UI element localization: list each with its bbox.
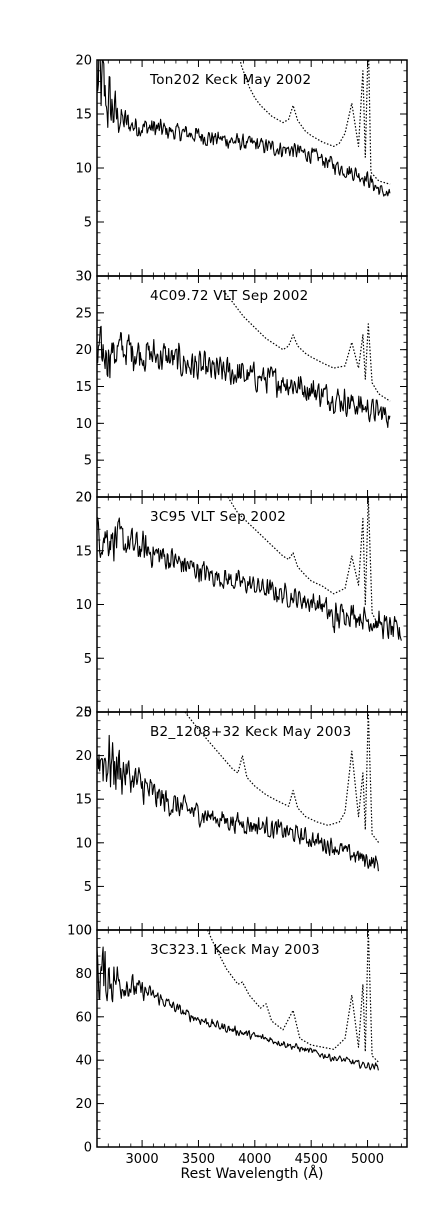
y-tick-label: 10 bbox=[75, 162, 92, 177]
y-tick-label: 5 bbox=[84, 652, 92, 667]
x-tick-label: 4500 bbox=[295, 1152, 328, 1167]
spectrum-line bbox=[97, 517, 402, 641]
y-tick-label: 0 bbox=[84, 1141, 92, 1156]
panel-3: 0 5 10 15 20 3C95 VLT Sep 2002 bbox=[75, 491, 408, 721]
plot-area bbox=[97, 712, 380, 872]
y-tick-label: 15 bbox=[75, 108, 92, 123]
y-tick-label: 20 bbox=[75, 343, 92, 358]
x-axis-label: Rest Wavelength (Å) bbox=[181, 1165, 324, 1182]
x-tick-label: 3000 bbox=[126, 1152, 159, 1167]
panel-title: 3C323.1 Keck May 2003 bbox=[150, 942, 320, 958]
y-tick-label: 10 bbox=[75, 417, 92, 432]
panel-title: B2_1208+32 Keck May 2003 bbox=[150, 724, 352, 740]
panel-frame bbox=[96, 496, 408, 713]
y-tick-label: 10 bbox=[75, 598, 92, 613]
x-tick-label: 5000 bbox=[351, 1152, 384, 1167]
y-tick-label: 15 bbox=[75, 793, 92, 808]
y-tick-label: 25 bbox=[75, 706, 92, 721]
y-tick-label: 10 bbox=[75, 836, 92, 851]
panels: 0 5 10 15 20 Ton202 Keck May 2002 0 5 10 15 20 25 30… bbox=[67, 54, 408, 1156]
comparison-dotted-line bbox=[206, 930, 380, 1063]
panel-frame bbox=[96, 929, 408, 1148]
panel-4: 0 5 10 15 20 25 B2_1208+32 Keck May 2003 bbox=[75, 706, 408, 939]
y-tick-label: 30 bbox=[75, 270, 92, 285]
plot-area bbox=[97, 60, 391, 197]
y-tick-label: 0 bbox=[84, 924, 92, 939]
y-tick-label: 15 bbox=[75, 380, 92, 395]
y-tick-label: 60 bbox=[75, 1010, 92, 1025]
y-tick-label: 0 bbox=[84, 706, 92, 721]
spectrum-line bbox=[97, 60, 391, 197]
spectrum-line bbox=[97, 946, 379, 1071]
spectrum-line bbox=[97, 734, 379, 872]
x-tick-label: 4000 bbox=[238, 1152, 271, 1167]
y-tick-label: 20 bbox=[75, 749, 92, 764]
panel-1: 0 5 10 15 20 Ton202 Keck May 2002 bbox=[75, 54, 408, 285]
y-tick-label: 100 bbox=[67, 924, 92, 939]
panel-2: 0 5 10 15 20 25 30 4C09.72 VLT Sep 2002 bbox=[75, 270, 408, 506]
y-tick-label: 20 bbox=[75, 54, 92, 69]
panel-frame bbox=[96, 59, 408, 277]
y-tick-label: 40 bbox=[75, 1054, 92, 1069]
x-tick-label: 3500 bbox=[182, 1152, 215, 1167]
y-tick-label: 20 bbox=[75, 1097, 92, 1112]
panel-title: 3C95 VLT Sep 2002 bbox=[150, 509, 286, 525]
plot-area bbox=[97, 930, 380, 1071]
panel-frame bbox=[96, 711, 408, 931]
y-tick-label: 5 bbox=[84, 880, 92, 895]
comparison-dotted-line bbox=[222, 290, 391, 402]
y-tick-label: 5 bbox=[84, 216, 92, 231]
y-tick-label: 0 bbox=[84, 491, 92, 506]
comparison-dotted-line bbox=[184, 712, 380, 844]
shared-x-axis: 3000 3500 4000 4500 5000 bbox=[126, 1152, 385, 1167]
y-tick-label: 15 bbox=[75, 544, 92, 559]
spectrum-line bbox=[97, 325, 391, 428]
y-tick-label: 5 bbox=[84, 454, 92, 469]
y-tick-label: 20 bbox=[75, 491, 92, 506]
y-tick-label: 80 bbox=[75, 967, 92, 982]
comparison-dotted-line bbox=[227, 497, 380, 627]
panel-5: 0 20 40 60 80 100 3C323.1 Keck May 2003 bbox=[67, 924, 408, 1156]
panel-title: 4C09.72 VLT Sep 2002 bbox=[150, 288, 308, 304]
panel-frame bbox=[96, 275, 408, 498]
panel-title: Ton202 Keck May 2002 bbox=[149, 72, 311, 88]
comparison-dotted-line bbox=[239, 60, 391, 185]
y-tick-label: 0 bbox=[84, 270, 92, 285]
plot-area bbox=[97, 290, 391, 428]
y-tick-label: 25 bbox=[75, 306, 92, 321]
plot-area bbox=[97, 497, 402, 641]
